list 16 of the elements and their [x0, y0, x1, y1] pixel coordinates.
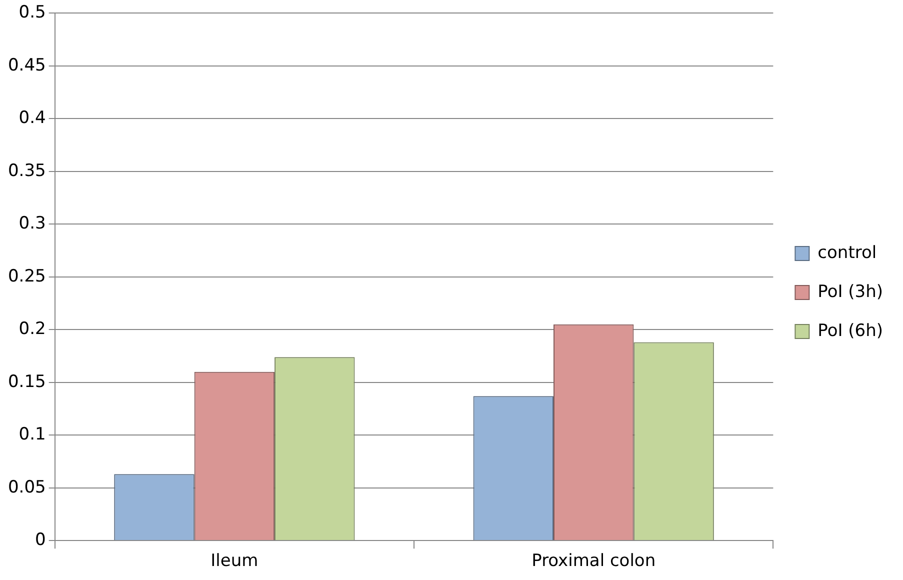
legend-label: PoI (6h) — [818, 320, 884, 341]
y-tick-label: 0.05 — [8, 477, 46, 498]
x-tick-label: Proximal colon — [532, 551, 656, 572]
y-tick-label: 0.45 — [8, 55, 46, 76]
y-tick-label: 0.2 — [18, 319, 46, 340]
y-tick-label: 0.3 — [18, 214, 46, 234]
y-tick-label: 0.25 — [8, 266, 46, 286]
y-tick-label: 0.15 — [8, 372, 46, 392]
y-tick-label: 0.35 — [8, 160, 46, 181]
y-tick-label: 0.4 — [18, 108, 46, 128]
y-tick-label: 0.1 — [18, 424, 46, 445]
legend-label: PoI (3h) — [818, 282, 884, 302]
y-tick-label: 0 — [35, 530, 46, 550]
legend-label: control — [818, 242, 877, 263]
x-tick-label: Ileum — [210, 551, 258, 572]
y-tick-label: 0.5 — [18, 2, 46, 23]
